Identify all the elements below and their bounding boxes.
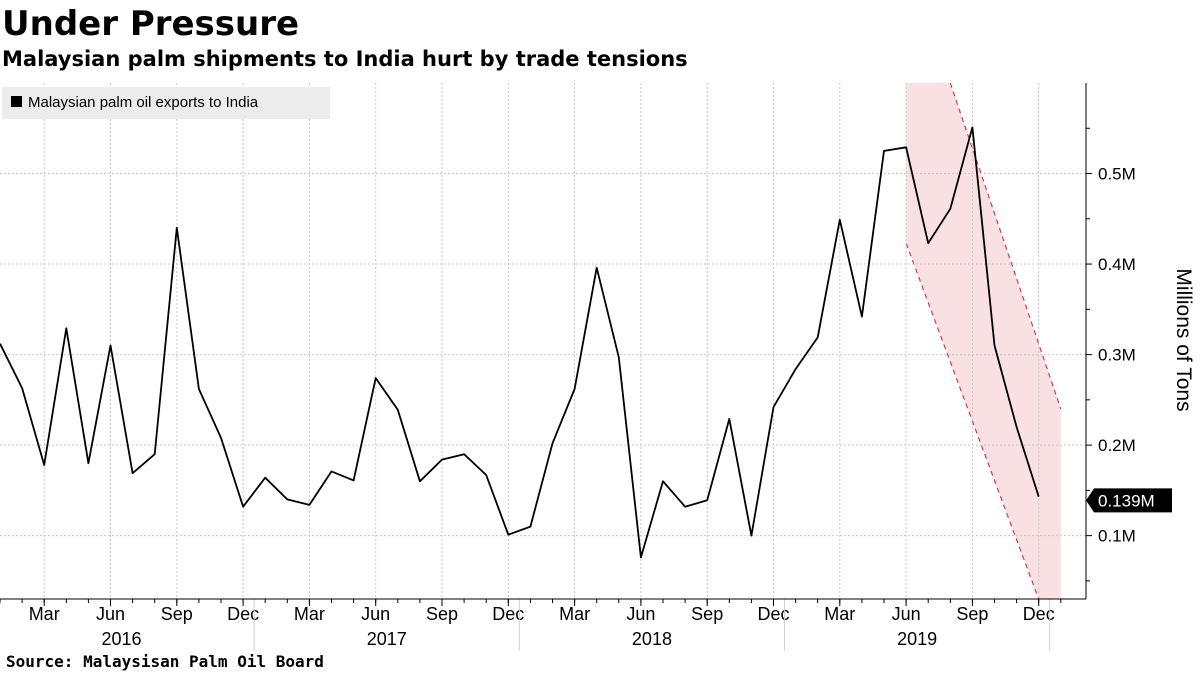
trend-channel-group (905, 83, 1062, 599)
x-tick-label: Jun (361, 604, 390, 624)
trend-channel (905, 83, 1062, 599)
x-year-label: 2018 (632, 629, 672, 649)
x-year-label: 2017 (367, 629, 407, 649)
x-tick-label: Sep (426, 604, 458, 624)
last-value-tag-bg (1086, 488, 1172, 513)
x-year-label: 2016 (102, 629, 142, 649)
last-value-tag: 0.139M (1086, 488, 1172, 513)
chart-title: Under Pressure (2, 4, 300, 44)
axes: 0.1M 0.2M 0.3M 0.4M 0.5M Mar Jun Sep Dec Mar Jun Se… (0, 83, 1136, 651)
series-line-palm-oil-exports (0, 126, 1040, 559)
x-tick-label: Sep (956, 604, 988, 624)
trend-channel-fill (906, 83, 1061, 599)
x-tick-label: Mar (559, 604, 590, 624)
y-tick-label: 0.5M (1098, 165, 1136, 184)
chart-subtitle: Malaysian palm shipments to India hurt b… (2, 47, 688, 71)
x-tick-label: Jun (96, 604, 125, 624)
gridlines (0, 83, 1086, 599)
x-tick-label: Jun (626, 604, 655, 624)
legend: Malaysian palm oil exports to India (2, 87, 330, 119)
x-tick-label: Mar (294, 604, 325, 624)
x-tick-label: Mar (824, 604, 855, 624)
y-tick-label: 0.4M (1098, 255, 1136, 274)
x-tick-label: Mar (29, 604, 60, 624)
y-axis-title: Millions of Tons (1172, 268, 1195, 411)
y-tick-label: 0.2M (1098, 436, 1136, 455)
x-tick-label: Sep (161, 604, 193, 624)
x-tick-label: Dec (1023, 604, 1055, 624)
legend-background (2, 87, 330, 119)
x-tick-label: Dec (757, 604, 789, 624)
trend-channel-upper (949, 83, 1062, 410)
y-tick-label: 0.3M (1098, 346, 1136, 365)
y-tick-label: 0.1M (1098, 527, 1136, 546)
source-note: Source: Malaysisan Palm Oil Board (6, 652, 324, 671)
series-layer: 0.139M (0, 126, 1172, 559)
x-tick-label: Dec (492, 604, 524, 624)
x-tick-label: Jun (892, 604, 921, 624)
legend-label: Malaysian palm oil exports to India (28, 94, 259, 111)
last-value-label: 0.139M (1098, 491, 1155, 510)
legend-swatch (11, 96, 22, 107)
x-tick-label: Sep (691, 604, 723, 624)
x-year-label: 2019 (897, 629, 937, 649)
x-tick-label: Dec (227, 604, 259, 624)
